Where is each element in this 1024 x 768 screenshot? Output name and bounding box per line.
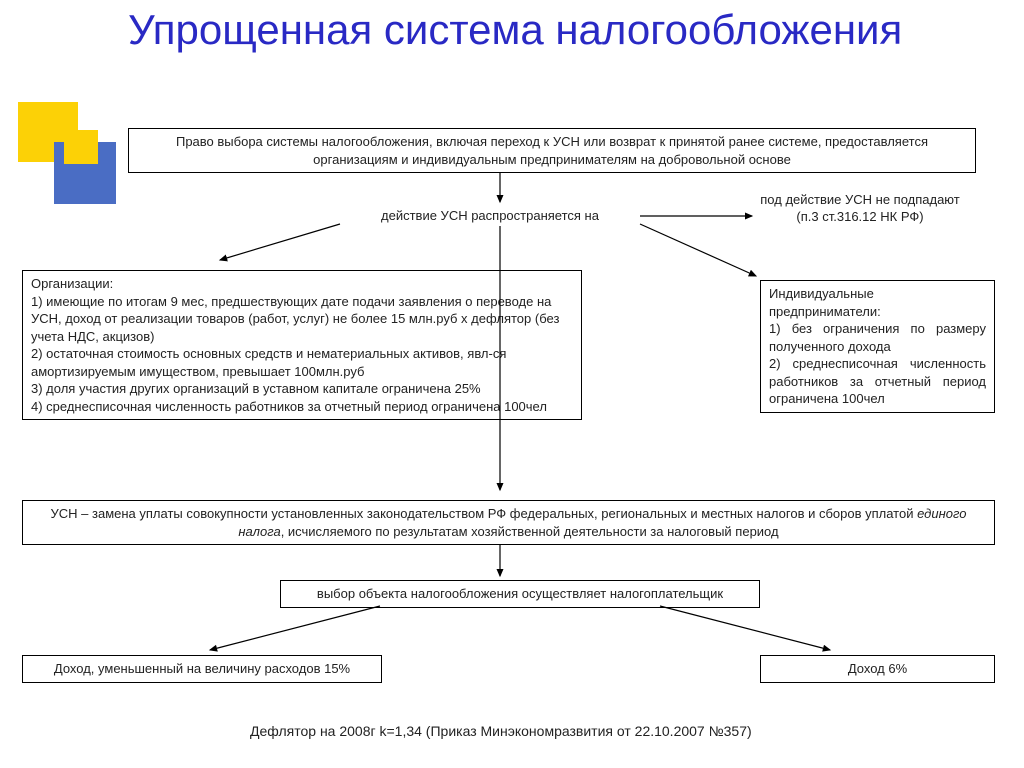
label-exclusion: под действие УСН не подпадают (п.3 ст.31… [760, 192, 960, 226]
org-item-3: 3) доля участия других организаций в уст… [31, 380, 573, 398]
org-item-1: 1) имеющие по итогам 9 мес, предшествующ… [31, 293, 573, 346]
box-option-15: Доход, уменьшенный на величину расходов … [22, 655, 382, 683]
label-scope: действие УСН распространяется на [340, 208, 640, 225]
box-usn-definition: УСН – замена уплаты совокупности установ… [22, 500, 995, 545]
box-choice: выбор объекта налогообложения осуществля… [280, 580, 760, 608]
org-item-2: 2) остаточная стоимость основных средств… [31, 345, 573, 380]
ip-item-2: 2) среднесписочная численность работнико… [769, 355, 986, 408]
usn-def-b: , исчисляемого по результатам хозяйствен… [281, 524, 779, 539]
ip-item-1: 1) без ограничения по размеру полученног… [769, 320, 986, 355]
box-rights-text: Право выбора системы налогообложения, вк… [176, 134, 928, 167]
slide-title: Упрощенная система налогообложения [128, 8, 902, 52]
usn-def-a: УСН – замена уплаты совокупности установ… [51, 506, 918, 521]
org-title: Организации: [31, 275, 573, 293]
footer-note: Дефлятор на 2008г k=1,34 (Приказ Минэкон… [250, 722, 752, 740]
org-item-4: 4) среднесписочная численность работнико… [31, 398, 573, 416]
box-organizations: Организации: 1) имеющие по итогам 9 мес,… [22, 270, 582, 420]
ip-title: Индивидуальные предприниматели: [769, 285, 986, 320]
box-rights: Право выбора системы налогообложения, вк… [128, 128, 976, 173]
box-option-6: Доход 6% [760, 655, 995, 683]
deco-yellow-2 [64, 130, 98, 164]
box-entrepreneurs: Индивидуальные предприниматели: 1) без о… [760, 280, 995, 413]
